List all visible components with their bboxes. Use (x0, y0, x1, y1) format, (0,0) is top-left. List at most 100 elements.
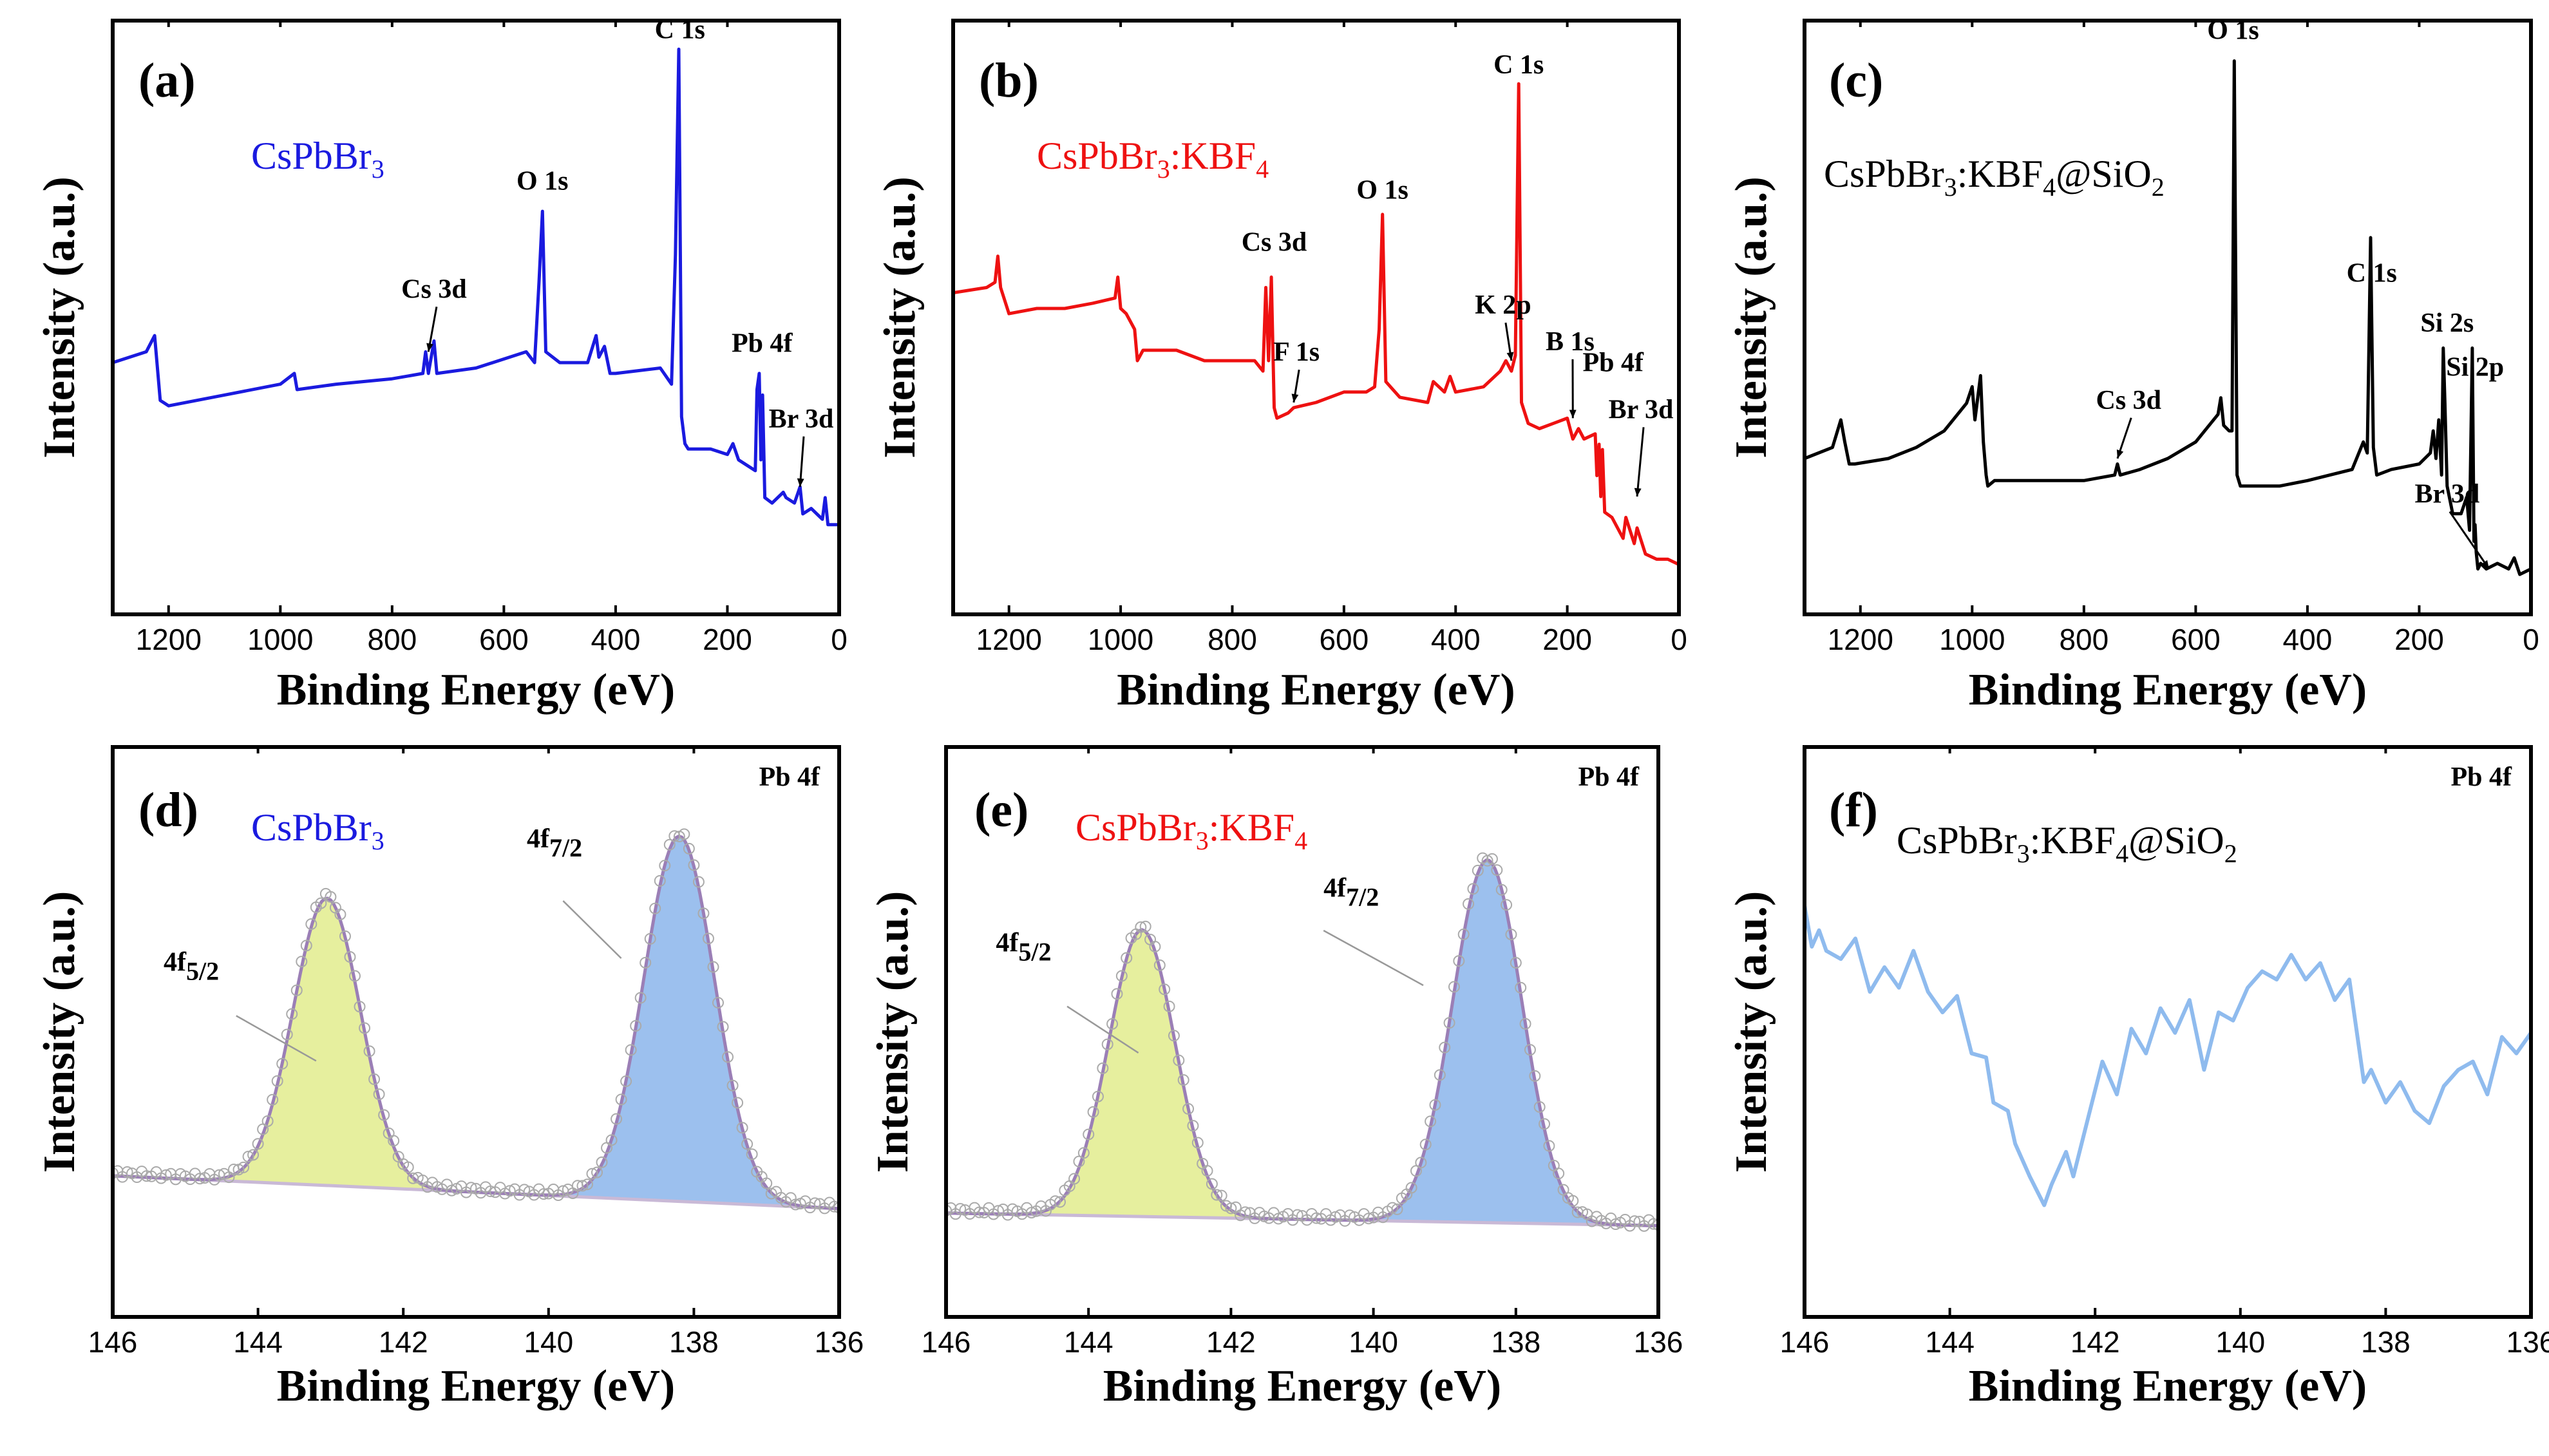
x-tick-label: 1200 (1828, 623, 1893, 656)
sample-name-part: CsPbBr (251, 135, 372, 177)
x-tick-label: 200 (1542, 623, 1592, 656)
x-axis-label: Binding Energy (eV) (1969, 1361, 2367, 1411)
data-point (242, 1150, 254, 1162)
data-point (1472, 864, 1484, 876)
plot-area (1805, 905, 2531, 1207)
peak-label: 4f7/2 (527, 824, 582, 862)
y-axis-label: Intensity (a.u.) (35, 176, 84, 459)
peak-annotation: Si 2s (2420, 308, 2474, 338)
data-point (654, 875, 666, 887)
peak-annotation: Br 3d (1609, 395, 1674, 424)
sample-name-part: 2 (2224, 839, 2237, 868)
data-point (1073, 1155, 1085, 1168)
data-point (625, 1044, 637, 1056)
x-tick-label: 140 (1349, 1325, 1398, 1359)
data-point (1083, 1128, 1095, 1140)
data-point (1495, 884, 1508, 896)
data-point (992, 1205, 1005, 1217)
data-point (1077, 1147, 1090, 1159)
data-point (261, 1115, 274, 1127)
data-point (683, 842, 695, 855)
peak-annotation: Cs 3d (2096, 386, 2161, 415)
arrow-head (797, 478, 804, 487)
x-tick-label: 800 (1208, 623, 1257, 656)
data-point (954, 1203, 967, 1215)
data-point (1448, 981, 1460, 993)
data-point (140, 1170, 153, 1182)
x-tick-label: 140 (2215, 1325, 2265, 1359)
panel-label: (f) (1829, 783, 1878, 837)
data-point (1087, 1106, 1099, 1118)
data-point (1153, 959, 1166, 971)
plot-frame (1803, 745, 2533, 1319)
x-tick-label: 0 (1671, 623, 1687, 656)
x-tick-label: 142 (1206, 1325, 1256, 1359)
data-point (1533, 1101, 1546, 1113)
data-point (741, 1138, 753, 1150)
sample-name-part: CsPbBr (1076, 806, 1196, 849)
data-point (339, 930, 351, 942)
sample-name-part: 3 (1944, 173, 1957, 202)
data-point (363, 1045, 375, 1057)
x-tick-label: 138 (2361, 1325, 2411, 1359)
data-point (538, 1188, 550, 1200)
data-point (615, 1093, 627, 1106)
data-point (1049, 1195, 1061, 1207)
data-point (1481, 855, 1493, 867)
panel-label: (b) (979, 53, 1039, 108)
data-point (325, 891, 337, 903)
data-point (1429, 1099, 1441, 1111)
data-point (1567, 1195, 1579, 1207)
data-point (194, 1173, 206, 1185)
x-tick-label: 400 (2283, 623, 2333, 656)
x-tick-label: 146 (1780, 1325, 1830, 1359)
data-point (1092, 1090, 1104, 1102)
sample-name-part: :KBF (1170, 135, 1256, 177)
x-tick-label: 600 (479, 623, 529, 656)
data-point (1543, 1140, 1555, 1152)
data-point (697, 907, 710, 920)
x-tick-label: 1200 (136, 623, 202, 656)
data-point (620, 1075, 632, 1088)
x-tick-label: 1200 (976, 623, 1042, 656)
data-point (1524, 1044, 1536, 1056)
data-point (1510, 957, 1522, 969)
sample-name-part: 2 (2152, 173, 2165, 202)
sample-name: CsPbBr3:KBF4 (1037, 135, 1269, 184)
spectrum-line (1805, 59, 2531, 576)
x-tick-label: 1000 (247, 623, 313, 656)
data-point (746, 1148, 758, 1160)
data-point (1115, 970, 1128, 982)
data-point (596, 1156, 608, 1168)
peak-annotation: Cs 3d (1242, 228, 1307, 258)
leader-line (236, 1015, 317, 1062)
x-tick-label: 800 (367, 623, 417, 656)
peak-annotation: Br 3d (769, 404, 834, 434)
x-tick-label: 400 (591, 623, 641, 656)
leader-line (1066, 1005, 1139, 1054)
data-point (1343, 1209, 1356, 1222)
y-axis-label: Intensity (a.u.) (35, 891, 84, 1173)
data-point (1463, 898, 1475, 910)
data-point (717, 1021, 729, 1033)
arrow-head (1634, 487, 1642, 497)
data-point (1211, 1189, 1223, 1201)
peak-annotation: F 1s (1273, 337, 1320, 367)
x-tick-label: 800 (2059, 623, 2108, 656)
panel-label: (e) (974, 783, 1028, 837)
data-point (238, 1161, 250, 1173)
peak-annotation: O 1s (1356, 176, 1408, 205)
data-point (349, 970, 361, 982)
data-point (809, 1197, 821, 1209)
data-point (630, 1020, 642, 1032)
sample-name-part: 3 (2017, 839, 2030, 868)
data-point (373, 1088, 385, 1101)
y-axis-label: Intensity (a.u.) (868, 891, 918, 1173)
sample-name: CsPbBr3:KBF4@SiO2 (1897, 819, 2237, 868)
plot-frame (111, 19, 841, 616)
data-point (702, 932, 714, 945)
data-point (1311, 1212, 1323, 1224)
sample-name-part: 4 (2043, 173, 2056, 202)
